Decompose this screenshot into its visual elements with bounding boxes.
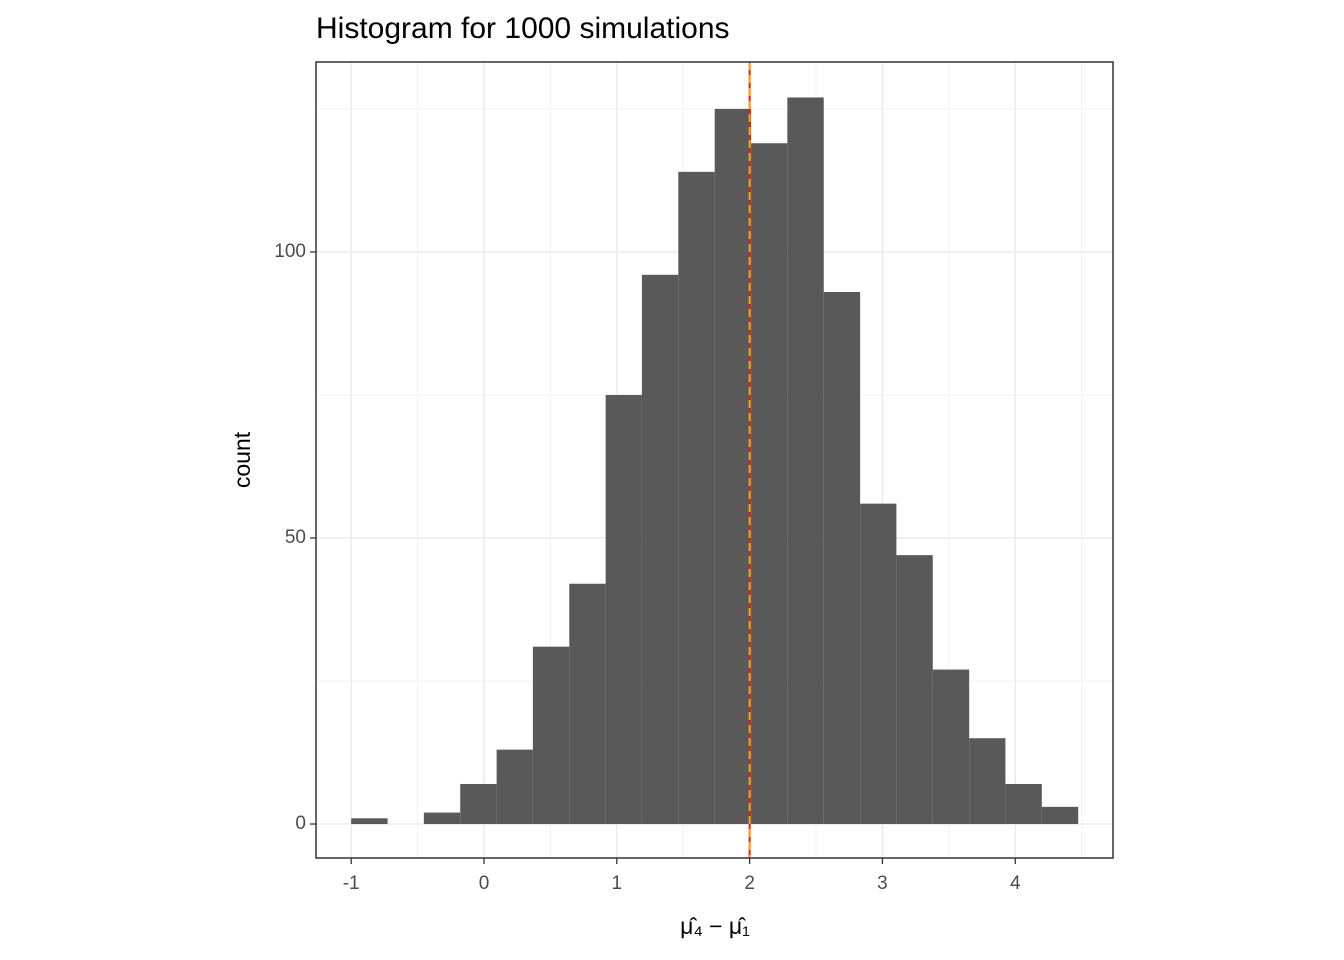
bar bbox=[823, 291, 861, 825]
y-tick-label: 0 bbox=[295, 813, 306, 834]
chart-title: Histogram for 1000 simulations bbox=[316, 12, 730, 45]
x-tick-label: 2 bbox=[744, 873, 755, 894]
x-tick-label: 4 bbox=[1010, 873, 1021, 894]
x-tick-label: 3 bbox=[877, 873, 888, 894]
y-tick-label: 50 bbox=[285, 527, 306, 548]
bar bbox=[460, 783, 497, 825]
bar bbox=[860, 503, 897, 825]
y-tick-label: 100 bbox=[274, 241, 306, 262]
bar bbox=[1041, 806, 1079, 825]
bar bbox=[423, 812, 461, 825]
bar bbox=[969, 738, 1006, 825]
bar bbox=[714, 108, 752, 825]
bar bbox=[496, 749, 533, 825]
bar bbox=[605, 394, 642, 825]
x-tick-label: 0 bbox=[479, 873, 490, 894]
bar bbox=[678, 171, 715, 825]
bar bbox=[532, 646, 570, 825]
bar bbox=[1005, 783, 1042, 825]
x-axis-title: μ̂₄ − μ̂₁ bbox=[680, 913, 750, 939]
bar bbox=[351, 818, 388, 825]
y-axis-title: count bbox=[229, 431, 255, 488]
bar bbox=[896, 555, 933, 825]
plot-border bbox=[315, 61, 1114, 859]
bar bbox=[751, 143, 788, 825]
bar bbox=[932, 669, 970, 825]
x-tick-label: 1 bbox=[612, 873, 623, 894]
bar bbox=[787, 97, 824, 825]
bar bbox=[641, 274, 679, 825]
x-tick-label: -1 bbox=[343, 873, 360, 894]
bar bbox=[569, 583, 606, 825]
